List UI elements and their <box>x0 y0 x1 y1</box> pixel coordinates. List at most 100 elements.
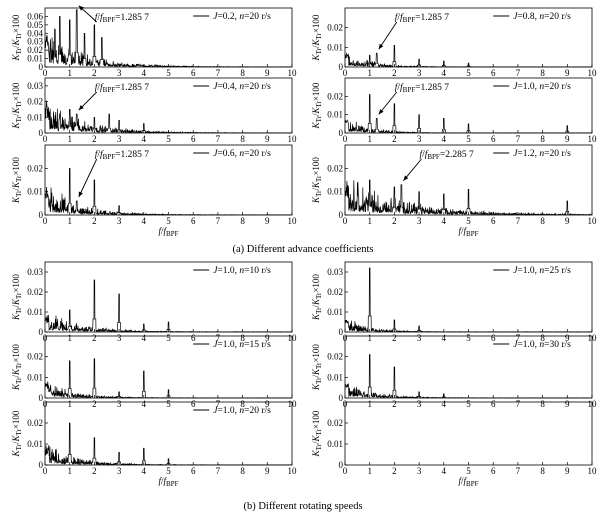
x-tick-label: 1 <box>67 216 72 226</box>
x-tick-label: 2 <box>92 68 97 78</box>
x-tick-label: 4 <box>142 466 147 476</box>
x-tick-label: 7 <box>516 216 521 226</box>
chart-panel-a4: 0 0.01 0.02 0 1 2 3 4 5 6 7 8 9 10 KTr/KTr×100 J=1.0, n… <box>311 77 598 144</box>
annotation-arrowhead <box>403 175 409 181</box>
x-tick-label: 6 <box>191 333 196 343</box>
x-tick-label: 0 <box>43 466 48 476</box>
x-tick-label: 5 <box>466 466 471 476</box>
y-tick-label: 0.03 <box>27 37 43 47</box>
x-tick-label: 2 <box>392 134 397 144</box>
spectrum-series <box>344 354 592 399</box>
x-tick-label: 9 <box>565 216 570 226</box>
caption-b: (b) Different rotating speeds <box>243 501 362 512</box>
y-tick-label: 0.01 <box>327 372 343 382</box>
y-tick-label: 0.03 <box>27 81 43 91</box>
x-tick-label: 1 <box>67 68 72 78</box>
x-tick-label: 7 <box>216 216 221 226</box>
y-tick-label: 0.02 <box>327 91 343 101</box>
x-tick-label: 4 <box>442 216 447 226</box>
x-tick-label: 4 <box>442 68 447 78</box>
spectrum-series <box>344 45 593 68</box>
chart-panel-a6: 0 0.01 0.02 0 1 2 3 4 5 6 7 8 9 10 KTr/KTr×100 f/fBPF J=… <box>311 144 597 238</box>
x-tick-label: 7 <box>216 68 221 78</box>
x-tick-label: 10 <box>288 466 298 476</box>
y-tick-label: 0.01 <box>27 187 43 197</box>
x-tick-label: 8 <box>540 216 545 226</box>
x-axis-label: f/fBPF <box>158 226 178 238</box>
y-axis-label: KTr/KTr×100 <box>311 14 323 61</box>
x-tick-label: 8 <box>540 466 545 476</box>
x-tick-label: 2 <box>92 216 97 226</box>
x-tick-label: 8 <box>240 399 245 409</box>
x-tick-label: 5 <box>166 333 171 343</box>
x-tick-label: 1 <box>67 134 72 144</box>
x-tick-label: 2 <box>92 466 97 476</box>
x-tick-label: 10 <box>588 68 598 78</box>
y-tick-label: 0 <box>339 62 344 72</box>
x-tick-label: 3 <box>117 399 122 409</box>
plot-frame <box>344 401 593 466</box>
x-tick-label: 3 <box>117 68 122 78</box>
x-tick-label: 5 <box>466 68 471 78</box>
x-tick-label: 9 <box>565 399 570 409</box>
panels: 00.010.020.030.040.050.060 1 2 3 4 5 6 7 8 9 10KTr… <box>11 5 598 488</box>
chart-panel-b5: 0 0.01 0.02 0 1 2 3 4 5 6 7 8 9 10 KTr/KTr×100 f/fBPF J=… <box>11 401 298 488</box>
x-tick-label: 1 <box>367 216 372 226</box>
x-tick-label: 5 <box>166 466 171 476</box>
y-tick-label: 0 <box>339 210 344 220</box>
y-axis-label: KTr/KTr×100 <box>311 274 323 321</box>
spectrum-series <box>344 179 592 217</box>
x-tick-label: 10 <box>588 134 598 144</box>
x-tick-label: 7 <box>516 68 521 78</box>
x-tick-label: 1 <box>367 399 372 409</box>
y-tick-label: 0.02 <box>27 287 43 297</box>
y-tick-label: 0.02 <box>327 163 343 173</box>
x-tick-label: 7 <box>516 333 521 343</box>
x-tick-label: 3 <box>417 399 422 409</box>
x-tick-label: 6 <box>491 134 496 144</box>
annotation-label: f/fBPF=1.285 7 <box>95 12 149 24</box>
x-tick-label: 6 <box>191 399 196 409</box>
x-tick-label: 3 <box>417 466 422 476</box>
x-tick-label: 5 <box>466 134 471 144</box>
y-axis-label: KTr/KTr×100 <box>11 14 23 61</box>
spectrum-series <box>44 100 293 134</box>
x-tick-label: 1 <box>367 466 372 476</box>
annotation-arrowhead <box>78 105 84 111</box>
caption-a: (a) Different advance coefficients <box>233 244 374 255</box>
x-tick-label: 1 <box>367 68 372 78</box>
annotation-label: f/fBPF=1.285 7 <box>95 149 149 161</box>
x-tick-label: 7 <box>516 399 521 409</box>
x-tick-label: 4 <box>142 399 147 409</box>
x-tick-label: 7 <box>216 399 221 409</box>
y-tick-label: 0.01 <box>327 439 343 449</box>
x-tick-label: 8 <box>240 68 245 78</box>
x-tick-label: 5 <box>466 399 471 409</box>
x-tick-label: 1 <box>67 399 72 409</box>
x-tick-label: 8 <box>540 399 545 409</box>
annotation-label: f/fBPF=2.285 7 <box>419 149 473 161</box>
x-axis-label: f/fBPF <box>458 476 478 488</box>
y-tick-label: 0.01 <box>327 110 343 120</box>
x-tick-label: 8 <box>240 216 245 226</box>
x-tick-label: 1 <box>67 333 72 343</box>
y-tick-label: 0.06 <box>27 11 43 21</box>
x-tick-label: 8 <box>240 333 245 343</box>
x-tick-label: 6 <box>191 68 196 78</box>
x-tick-label: 9 <box>565 134 570 144</box>
y-tick-label: 0.01 <box>327 42 343 52</box>
legend-label: J=1.0, n=20 r/s <box>513 82 571 92</box>
y-tick-label: 0 <box>39 327 44 337</box>
y-tick-label: 0 <box>339 393 344 403</box>
x-tick-label: 9 <box>265 216 270 226</box>
x-tick-label: 3 <box>417 333 422 343</box>
x-tick-label: 8 <box>240 466 245 476</box>
chart-panel-a5: 0 0.01 0.02 0 1 2 3 4 5 6 7 8 9 10 KTr/KTr×100 f/fBPF J=… <box>11 144 297 238</box>
x-tick-label: 6 <box>491 466 496 476</box>
y-tick-label: 0.01 <box>327 187 343 197</box>
spectrum-series <box>344 94 593 134</box>
x-tick-label: 1 <box>367 134 372 144</box>
x-tick-label: 5 <box>166 134 171 144</box>
x-tick-label: 2 <box>392 68 397 78</box>
